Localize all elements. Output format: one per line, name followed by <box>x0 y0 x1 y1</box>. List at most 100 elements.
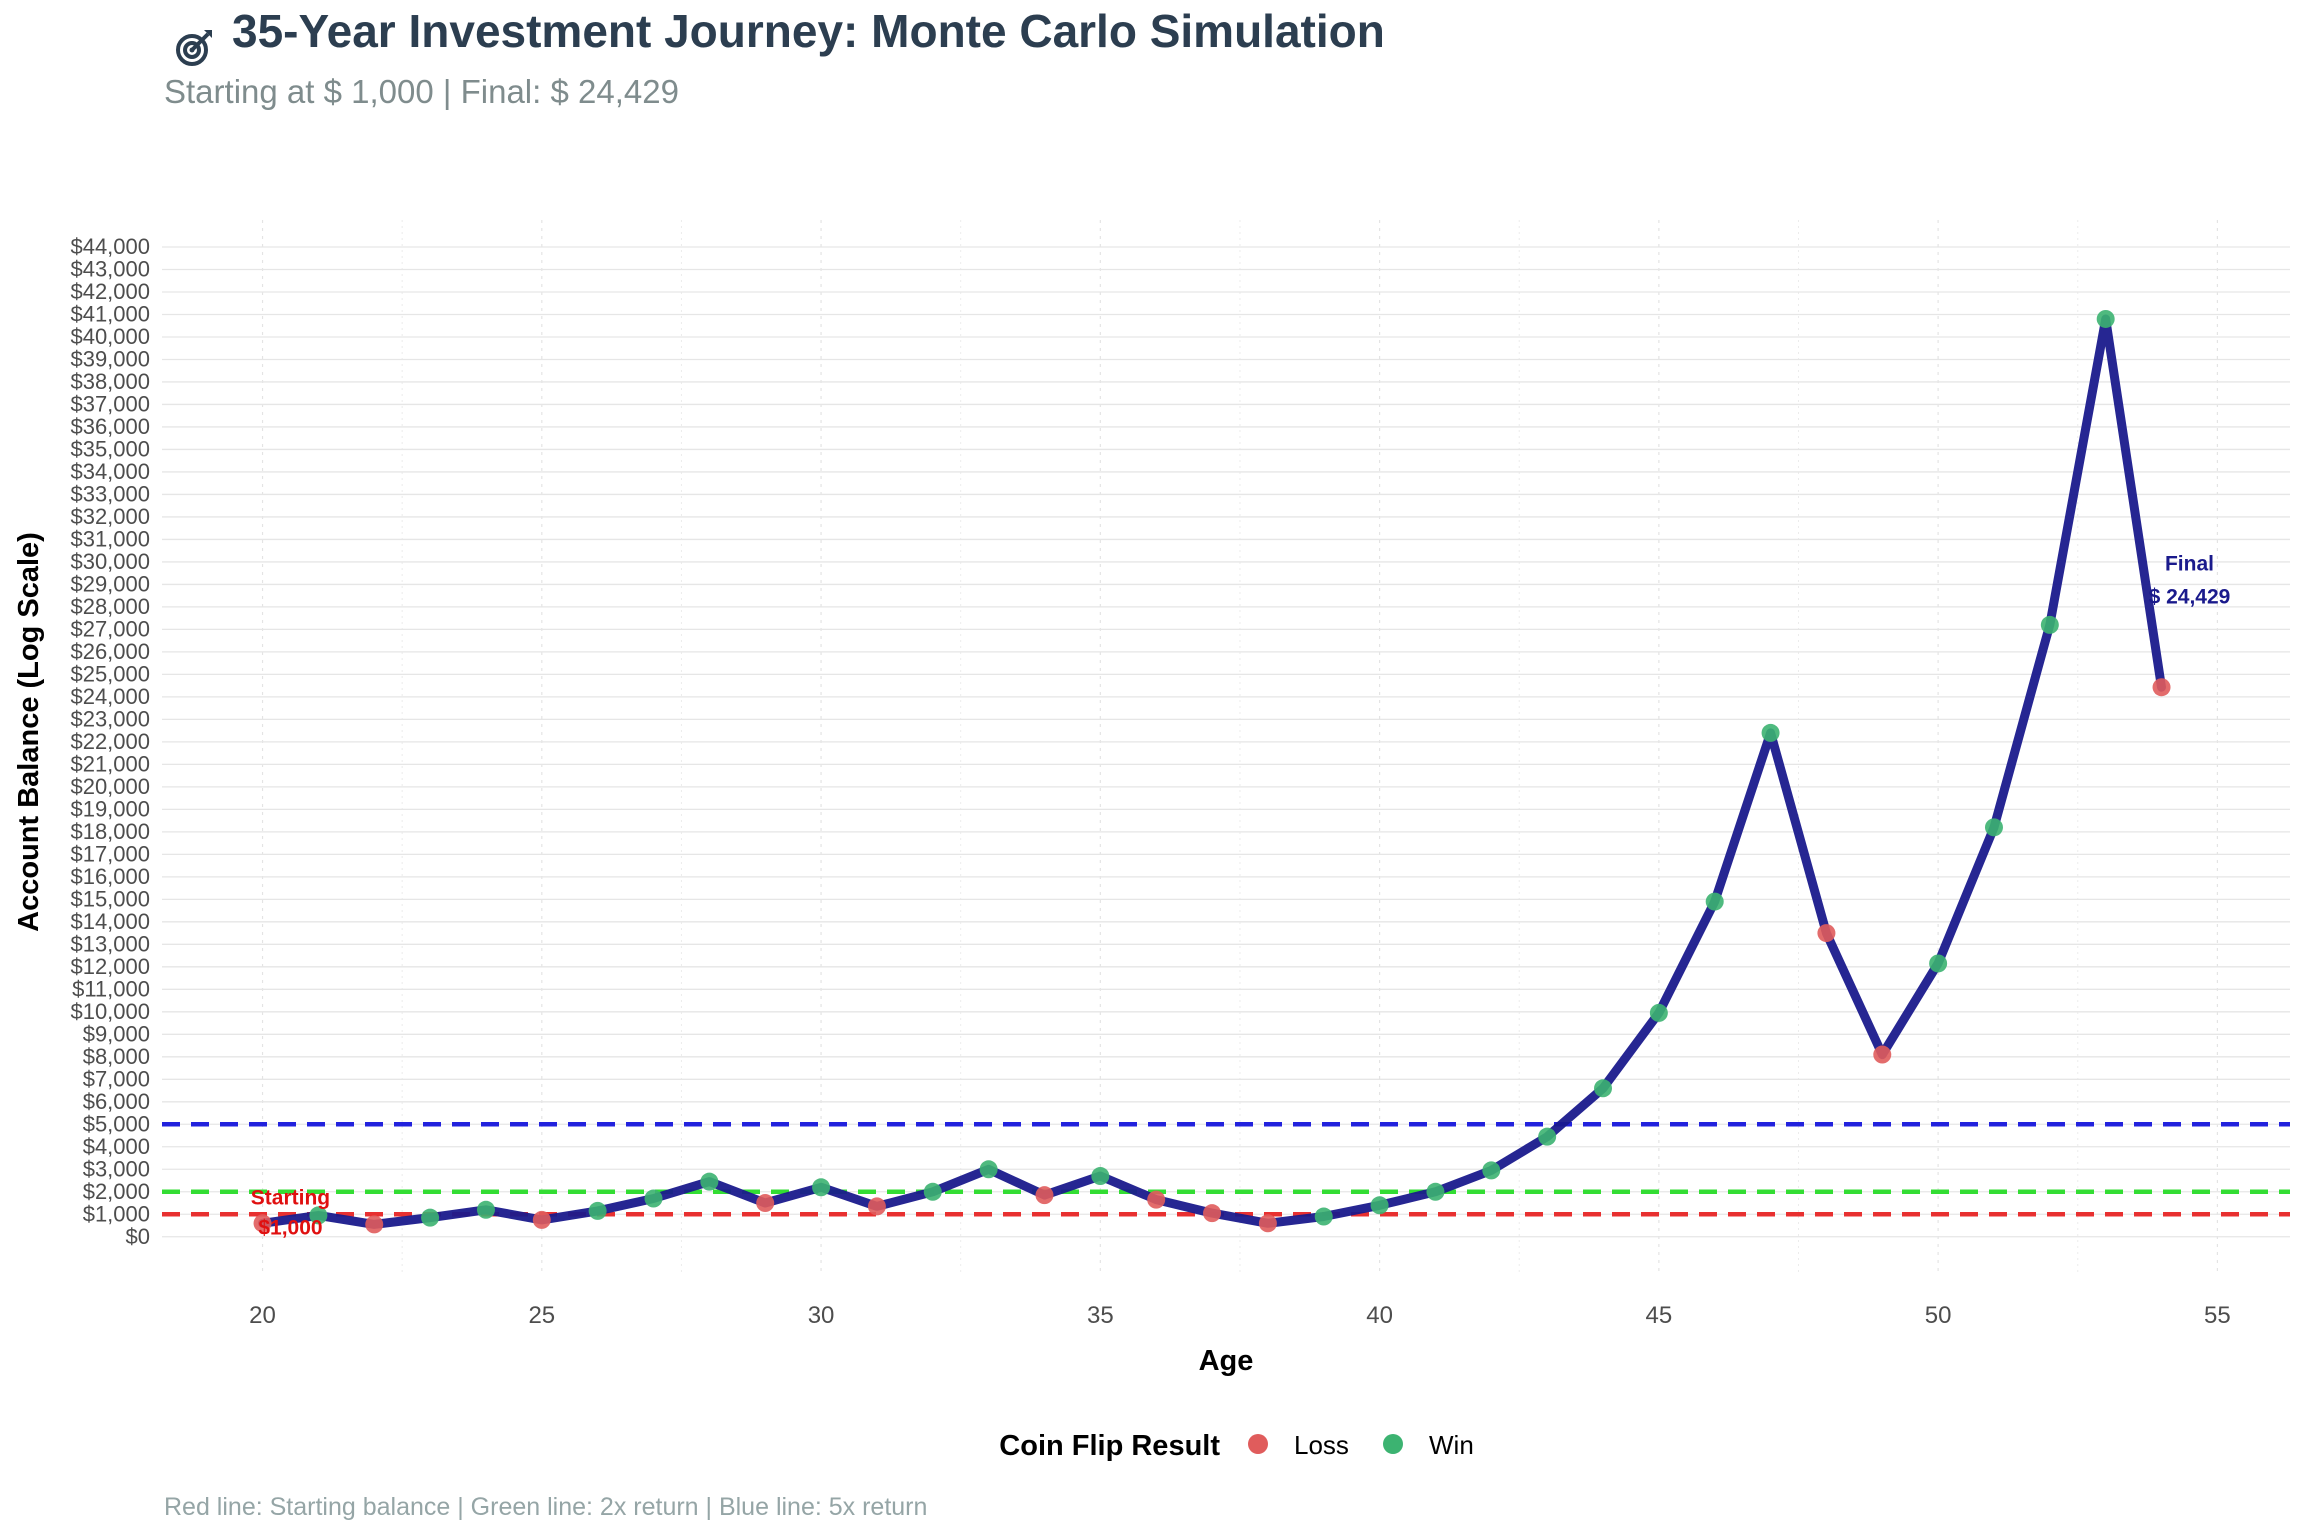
y-tick-label: $18,000 <box>70 819 150 844</box>
win-point <box>644 1189 663 1208</box>
win-point <box>1091 1167 1110 1186</box>
x-tick-label: 35 <box>1087 1302 1114 1329</box>
win-point <box>812 1178 831 1197</box>
y-tick-label: $19,000 <box>70 796 150 821</box>
y-tick-label: $29,000 <box>70 571 150 596</box>
y-tick-label: $0 <box>126 1224 150 1249</box>
y-tick-label: $2,000 <box>83 1179 150 1204</box>
starting-annotation-line1: Starting <box>251 1186 330 1209</box>
dart-target-icon <box>176 30 212 66</box>
x-tick-label: 20 <box>249 1302 276 1329</box>
win-point <box>1538 1127 1557 1146</box>
series-line <box>258 314 2166 1229</box>
loss-point <box>756 1194 775 1213</box>
y-tick-label: $26,000 <box>70 639 150 664</box>
y-tick-label: $8,000 <box>83 1044 150 1069</box>
win-point <box>2040 615 2059 634</box>
y-tick-label: $12,000 <box>70 954 150 979</box>
y-tick-label: $14,000 <box>70 909 150 934</box>
loss-point <box>2152 678 2171 697</box>
y-tick-label: $24,000 <box>70 684 150 709</box>
win-point <box>1594 1079 1613 1098</box>
final-annotation-line2: $ 24,429 <box>2149 585 2231 608</box>
chart-subtitle: Starting at $ 1,000 | Final: $ 24,429 <box>164 73 679 110</box>
y-tick-label: $11,000 <box>72 976 150 1001</box>
win-point <box>476 1200 495 1219</box>
win-point <box>2096 309 2115 328</box>
y-tick-label: $33,000 <box>70 481 150 506</box>
loss-point <box>1035 1186 1054 1205</box>
loss-point <box>365 1215 384 1234</box>
y-tick-label: $27,000 <box>70 616 150 641</box>
y-tick-label: $30,000 <box>70 549 150 574</box>
win-point <box>979 1160 998 1179</box>
y-tick-label: $7,000 <box>83 1066 150 1091</box>
y-tick-label: $35,000 <box>70 436 150 461</box>
y-tick-label: $16,000 <box>70 864 150 889</box>
loss-point <box>253 1214 272 1233</box>
win-point <box>421 1208 440 1227</box>
y-tick-label: $43,000 <box>70 256 150 281</box>
win-point <box>1649 1003 1668 1022</box>
annotations: Starting $1,000 Final $ 24,429 <box>251 552 2231 1239</box>
x-tick-label: 50 <box>1925 1302 1952 1329</box>
y-tick-label: $4,000 <box>83 1134 150 1159</box>
chart-title: 35-Year Investment Journey: Monte Carlo … <box>232 5 1385 57</box>
y-tick-label: $3,000 <box>83 1156 150 1181</box>
win-point <box>1314 1207 1333 1226</box>
loss-point <box>1873 1045 1892 1064</box>
win-point <box>700 1172 719 1191</box>
loss-point <box>867 1197 886 1216</box>
y-tick-label: $25,000 <box>70 661 150 686</box>
win-point <box>1705 892 1724 911</box>
y-tick-label: $39,000 <box>70 346 150 371</box>
y-tick-label: $6,000 <box>83 1089 150 1114</box>
win-point <box>923 1182 942 1201</box>
y-tick-label: $36,000 <box>70 414 150 439</box>
y-tick-label: $44,000 <box>70 234 150 259</box>
legend-label-loss: Loss <box>1294 1430 1349 1460</box>
y-axis-title: Account Balance (Log Scale) <box>13 532 45 932</box>
win-point <box>1426 1182 1445 1201</box>
y-tick-label: $5,000 <box>83 1111 150 1136</box>
chart-caption: Red line: Starting balance | Green line:… <box>164 1493 927 1521</box>
loss-point <box>532 1210 551 1229</box>
y-tick-label: $37,000 <box>70 391 150 416</box>
y-tick-label: $9,000 <box>83 1021 150 1046</box>
y-tick-label: $10,000 <box>70 999 150 1024</box>
x-tick-label: 25 <box>528 1302 555 1329</box>
win-point <box>1984 818 2003 837</box>
loss-point <box>1817 924 1836 943</box>
loss-point <box>1147 1190 1166 1209</box>
legend-swatch-loss <box>1248 1434 1268 1454</box>
y-tick-label: $31,000 <box>70 526 150 551</box>
win-point <box>309 1206 328 1225</box>
y-tick-label: $22,000 <box>70 729 150 754</box>
y-tick-label: $17,000 <box>70 841 150 866</box>
x-tick-label: 55 <box>2204 1302 2231 1329</box>
balance-line <box>258 314 2166 1229</box>
y-tick-label: $38,000 <box>70 369 150 394</box>
grid <box>162 220 2290 1275</box>
loss-point <box>1258 1214 1277 1233</box>
y-tick-label: $20,000 <box>70 774 150 799</box>
y-tick-label: $1,000 <box>83 1201 150 1226</box>
win-point <box>1482 1161 1501 1180</box>
legend: Coin Flip Result Loss Win <box>999 1430 1474 1462</box>
legend-title: Coin Flip Result <box>999 1430 1220 1462</box>
y-axis-ticks: $0$1,000$2,000$3,000$4,000$5,000$6,000$7… <box>70 234 150 1249</box>
y-tick-label: $15,000 <box>70 886 150 911</box>
x-tick-label: 40 <box>1366 1302 1393 1329</box>
y-tick-label: $32,000 <box>70 504 150 529</box>
y-tick-label: $41,000 <box>70 301 150 326</box>
y-tick-label: $42,000 <box>70 279 150 304</box>
x-axis-title: Age <box>1199 1345 1254 1377</box>
y-tick-label: $13,000 <box>70 931 150 956</box>
x-axis-ticks: 20 25 30 35 40 45 50 55 <box>249 1302 2231 1329</box>
x-tick-label: 45 <box>1646 1302 1673 1329</box>
final-annotation-line1: Final <box>2165 552 2214 575</box>
starting-annotation-line2: $1,000 <box>258 1216 322 1239</box>
y-tick-label: $28,000 <box>70 594 150 619</box>
y-tick-label: $34,000 <box>70 459 150 484</box>
